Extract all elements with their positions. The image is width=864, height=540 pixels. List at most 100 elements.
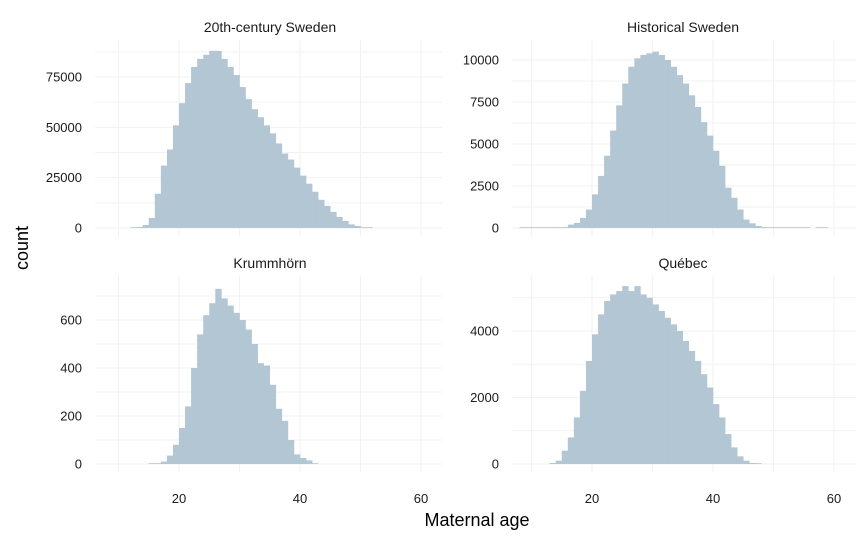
histogram-bar — [166, 455, 174, 464]
histogram-bar — [209, 50, 216, 229]
histogram-bar — [598, 314, 605, 464]
histogram-bar — [610, 294, 617, 464]
histogram-bar — [706, 135, 714, 228]
histogram-bar — [239, 87, 246, 228]
histogram-bar — [197, 58, 204, 228]
histogram-bar — [634, 286, 641, 464]
panel-krummhorn: Krummhörn 0 200 400 600 20 40 60 — [60, 255, 442, 506]
histogram-bar — [251, 344, 258, 464]
histogram-bar — [561, 227, 569, 228]
y-tick-label: 0 — [75, 457, 82, 472]
histogram-bar — [293, 454, 301, 464]
histogram-bar — [148, 217, 156, 228]
histogram-bar — [312, 463, 319, 464]
histogram-bar — [549, 227, 556, 228]
y-tick-label: 5000 — [470, 137, 499, 152]
histogram-bar — [555, 460, 563, 464]
histogram-bar — [160, 165, 168, 228]
x-tick-label: 20 — [585, 491, 599, 506]
histogram-bar — [191, 66, 198, 228]
histogram-bar — [585, 209, 593, 228]
histogram-bar — [592, 194, 599, 228]
histogram-bar — [179, 428, 186, 464]
histogram-bar — [555, 227, 563, 228]
histogram-bar — [622, 83, 629, 229]
histogram-bar — [616, 291, 623, 464]
histogram-bar — [676, 75, 684, 229]
histogram-bar — [767, 227, 774, 228]
histogram-bar — [179, 103, 186, 228]
y-tick-label: 200 — [60, 409, 82, 424]
histogram-bar — [567, 437, 575, 464]
histogram-bar — [245, 329, 252, 464]
histogram-bar — [531, 227, 538, 228]
histogram-bar — [300, 175, 307, 228]
histogram-bar — [713, 404, 720, 464]
panel-quebec: Québec 0 2000 4000 20 40 60 — [470, 255, 856, 506]
histogram-bar — [142, 224, 150, 228]
y-axis-title: count — [12, 226, 32, 270]
histogram-bar — [154, 463, 162, 464]
panels-layer: 20th-century Sweden0250005000075000Histo… — [46, 19, 856, 506]
histogram-bar — [725, 434, 732, 464]
histogram-bar — [700, 122, 708, 228]
histogram-bar — [682, 340, 690, 464]
histogram-bar — [682, 83, 690, 229]
histogram-bar — [215, 288, 222, 464]
histogram-bar — [622, 286, 629, 464]
y-tick-label: 0 — [75, 221, 82, 236]
histogram-bar — [525, 227, 532, 228]
panel-grid — [95, 40, 442, 236]
histogram-bar — [348, 224, 355, 228]
histogram-bar — [694, 360, 702, 464]
histogram-bar — [221, 58, 228, 228]
histogram-bar — [233, 312, 240, 464]
histogram-bar — [148, 463, 156, 464]
panel-historical-sweden: Historical Sweden 0 2500 5000 7500 10000 — [463, 19, 856, 236]
histogram-bar — [561, 450, 569, 464]
histogram-bar — [263, 365, 271, 464]
histogram-bar — [773, 227, 780, 228]
histogram-bar — [191, 368, 198, 464]
histogram-bar — [543, 227, 550, 228]
histogram-bar — [185, 83, 192, 228]
histogram-bar — [616, 105, 623, 228]
histogram-bar — [318, 199, 325, 228]
x-tick-label: 40 — [293, 491, 307, 506]
histogram-bar — [688, 350, 696, 464]
histogram-bar — [688, 95, 696, 228]
histogram-bar — [354, 225, 361, 228]
panel-title: Québec — [658, 255, 707, 271]
histogram-bar — [785, 227, 792, 228]
histogram-bar — [130, 227, 137, 228]
x-tick-label: 40 — [706, 491, 720, 506]
histogram-bar — [257, 363, 264, 464]
histogram-bar — [713, 150, 720, 228]
panel-20th-century-sweden: 20th-century Sweden 0 25000 50000 75000 — [46, 19, 442, 236]
histogram-bar — [215, 50, 222, 229]
histogram-bar — [166, 149, 174, 228]
histogram-bar — [519, 227, 526, 228]
histogram-bar — [670, 66, 677, 228]
histogram-bar — [573, 222, 581, 228]
histogram-bar — [154, 193, 162, 228]
y-tick-label: 7500 — [470, 95, 499, 110]
histogram-bars — [130, 50, 373, 229]
panel-title: Krummhörn — [233, 255, 306, 271]
histogram-bar — [172, 444, 180, 464]
histogram-bar — [749, 223, 756, 228]
histogram-bar — [245, 99, 252, 228]
histogram-bar — [573, 417, 581, 464]
histogram-bar — [281, 153, 289, 228]
histogram-bar — [652, 51, 659, 228]
y-tick-label: 0 — [492, 221, 499, 236]
histogram-bar — [676, 331, 684, 464]
histogram-bar — [549, 463, 556, 464]
histogram-bar — [312, 191, 319, 228]
histogram-bar — [598, 175, 605, 228]
histogram-bar — [706, 387, 714, 464]
histogram-bar — [269, 384, 277, 464]
histogram-bar — [257, 117, 264, 228]
x-axis-title: Maternal age — [424, 510, 529, 530]
